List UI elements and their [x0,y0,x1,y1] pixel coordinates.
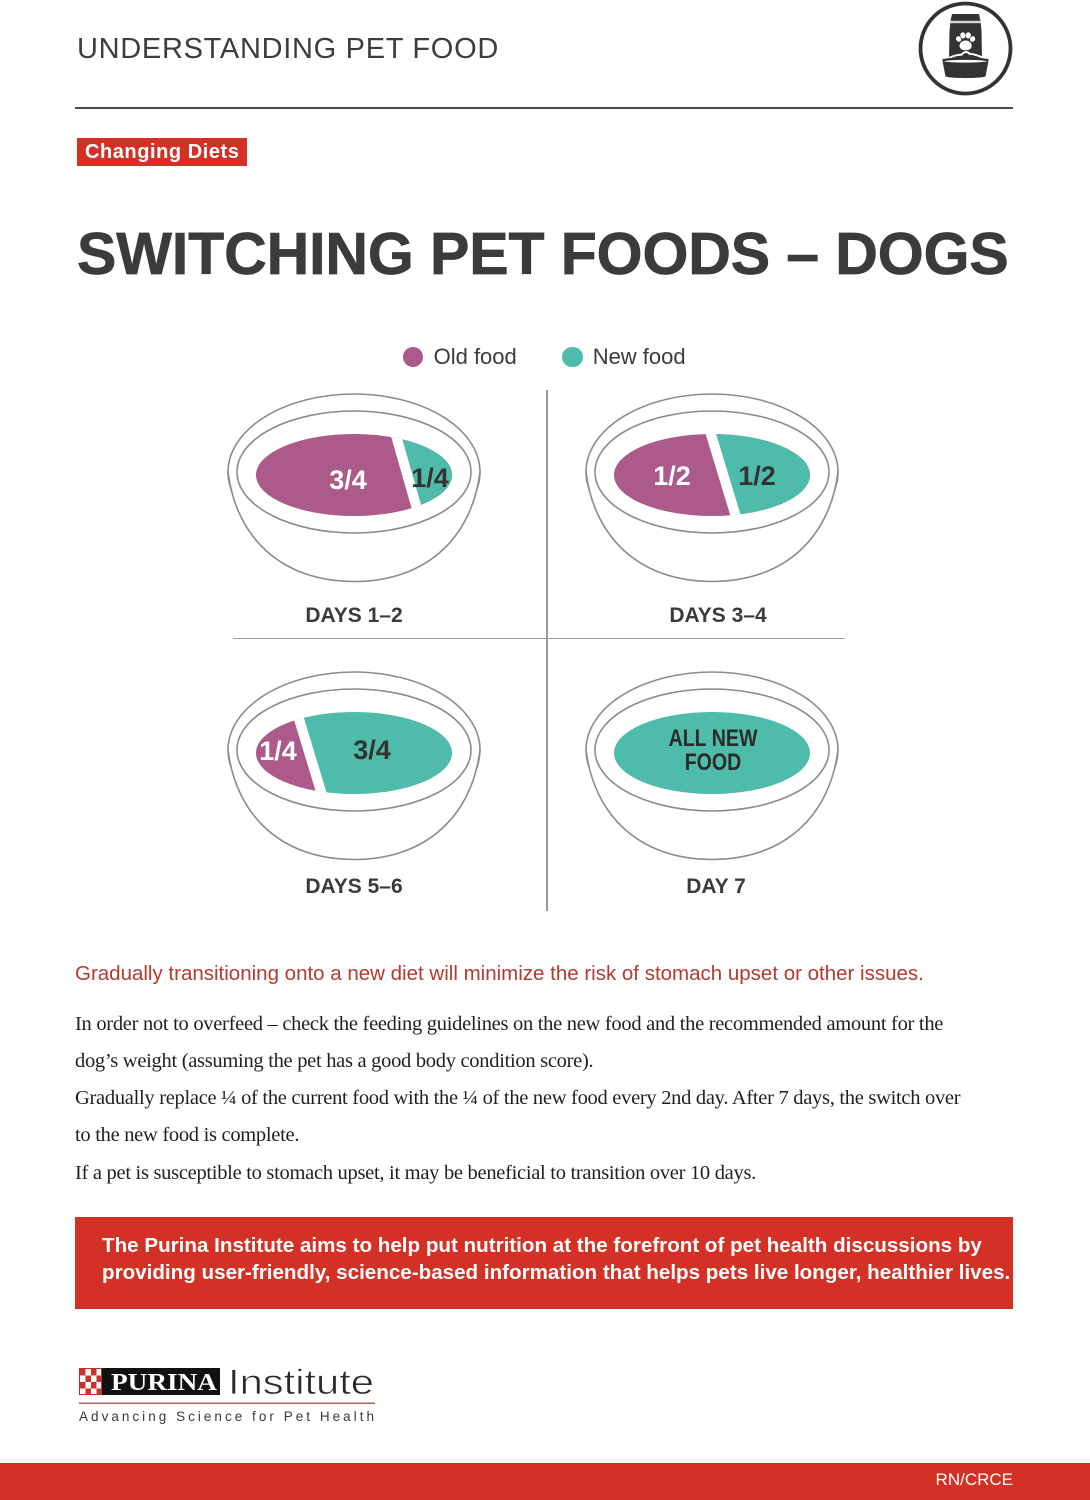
svg-text:1/2: 1/2 [738,461,776,491]
svg-text:1/4: 1/4 [259,736,297,766]
svg-text:3/4: 3/4 [329,465,367,495]
svg-text:1/2: 1/2 [653,461,691,491]
svg-text:3/4: 3/4 [353,735,391,765]
svg-text:1/4: 1/4 [411,463,449,493]
svg-text:PURINA: PURINA [111,1369,217,1396]
svg-text:Institute: Institute [228,1368,374,1402]
svg-text:Advancing Science for Pet Heal: Advancing Science for Pet Health [79,1409,374,1424]
svg-text:FOOD: FOOD [685,748,742,776]
svg-text:ALL NEW: ALL NEW [669,724,758,752]
